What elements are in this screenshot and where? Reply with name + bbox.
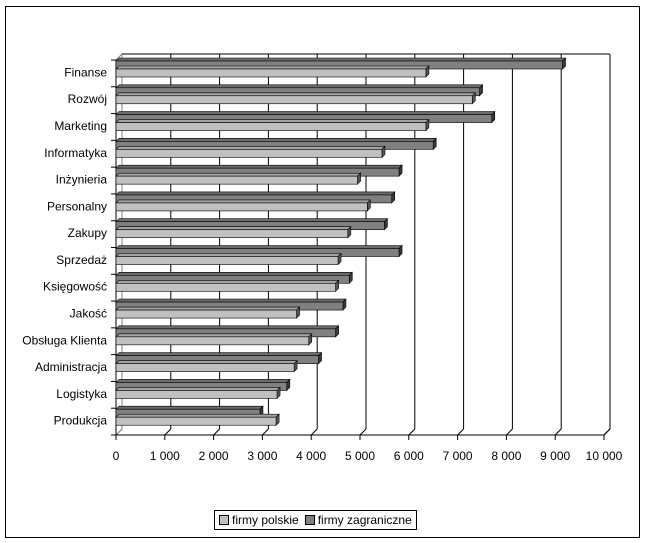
x-tick-label: 4 000 [296,449,326,463]
bar-polskie [115,149,383,158]
legend-swatch-zagraniczne [304,515,315,525]
x-tick-label: 7 000 [443,449,473,463]
floor-gridline [457,428,464,436]
bar-polskie-top [115,199,372,204]
bar-polskie [115,256,339,265]
y-category-label: Personalny [47,199,107,213]
bar-polskie-top [115,253,342,257]
bar-polskie [115,122,427,131]
bar-polskie-top [115,65,430,70]
bar-zagraniczne-top [115,191,396,196]
legend-label-polskie: firmy polskie [232,513,299,527]
y-category-label: Obsługa Klienta [22,333,107,347]
bar-polskie-top [115,413,280,418]
bar-zagraniczne-top [115,164,403,169]
bar-polskie-top [115,119,430,123]
legend: firmy polskie firmy zagraniczne [214,510,417,530]
bar-zagraniczne-top [115,325,340,330]
bar-zagraniczne-top [115,405,264,410]
bar-zagraniczne-top [115,352,323,356]
y-category-label: Logistyka [56,387,107,401]
bar-polskie-top [115,279,340,284]
bar-zagraniczne-top [115,379,291,383]
bar-zagraniczne-top [115,218,389,223]
y-category-label: Księgowość [43,280,107,294]
bar-polskie [115,229,349,239]
y-category-label: Jakość [70,306,107,320]
bar-polskie-top [115,387,281,391]
floor-gridline [554,428,562,436]
floor-gridline [164,428,172,436]
y-category-label: Sprzedaż [56,253,107,267]
bar-polskie-top [115,172,362,177]
bar-polskie [115,390,278,399]
bar-polskie [115,336,310,346]
y-category-label: Inżynieria [56,173,108,187]
bar-polskie [115,68,427,78]
y-category-label: Administracja [35,360,107,374]
floor-gridline [506,428,513,436]
x-tick-label: 2 000 [199,449,229,463]
legend-label-zagraniczne: firmy zagraniczne [317,513,412,527]
bar-zagraniczne-top [115,111,496,115]
bar-polskie-top [115,226,352,231]
y-category-label: Rozwój [68,92,107,106]
bar-zagraniczne-top [115,245,403,249]
bar-polskie-top [115,360,298,364]
legend-swatch-polskie [219,515,229,525]
bar-polskie [115,282,336,292]
floor-gridline [310,428,318,436]
y-category-label: Zakupy [68,226,107,240]
floor-gridline [359,428,367,436]
bar-polskie [115,202,368,212]
y-category-label: Finanse [64,65,107,79]
x-tick-label: 0 [113,449,120,463]
bar-zagraniczne-top [115,57,567,62]
x-tick-label: 1 000 [150,449,180,463]
bar-polskie-top [115,306,301,311]
bar-zagraniczne-top [115,84,484,89]
bar-zagraniczne-top [115,271,353,276]
x-tick-label: 8 000 [491,449,521,463]
x-tick-label: 6 000 [394,449,424,463]
legend-item-zagraniczne: firmy zagraniczne [304,513,412,527]
y-category-label: Marketing [54,119,107,133]
floor-gridline [213,428,220,436]
floor-gridline [408,428,416,436]
floor-gridline [262,428,269,436]
bar-polskie [115,95,473,105]
bar-polskie [115,363,295,372]
x-tick-label: 10 000 [586,449,623,463]
y-category-label: Produkcja [54,414,108,428]
bar-polskie [115,416,277,426]
x-tick-label: 3 000 [247,449,277,463]
y-category-label: Informatyka [44,146,107,160]
bar-polskie-top [115,146,386,150]
x-tick-label: 9 000 [540,449,570,463]
legend-item-polskie: firmy polskie [219,513,299,527]
x-tick-label: 5 000 [345,449,375,463]
bar-zagraniczne-top [115,298,347,303]
bar-polskie-top [115,92,476,97]
floor-right-edge [603,428,611,436]
bar-zagraniczne-top [115,138,437,142]
bar-polskie [115,309,297,319]
bar-polskie-top [115,333,313,338]
plot-side-wall [115,52,123,437]
bar-polskie [115,175,358,185]
